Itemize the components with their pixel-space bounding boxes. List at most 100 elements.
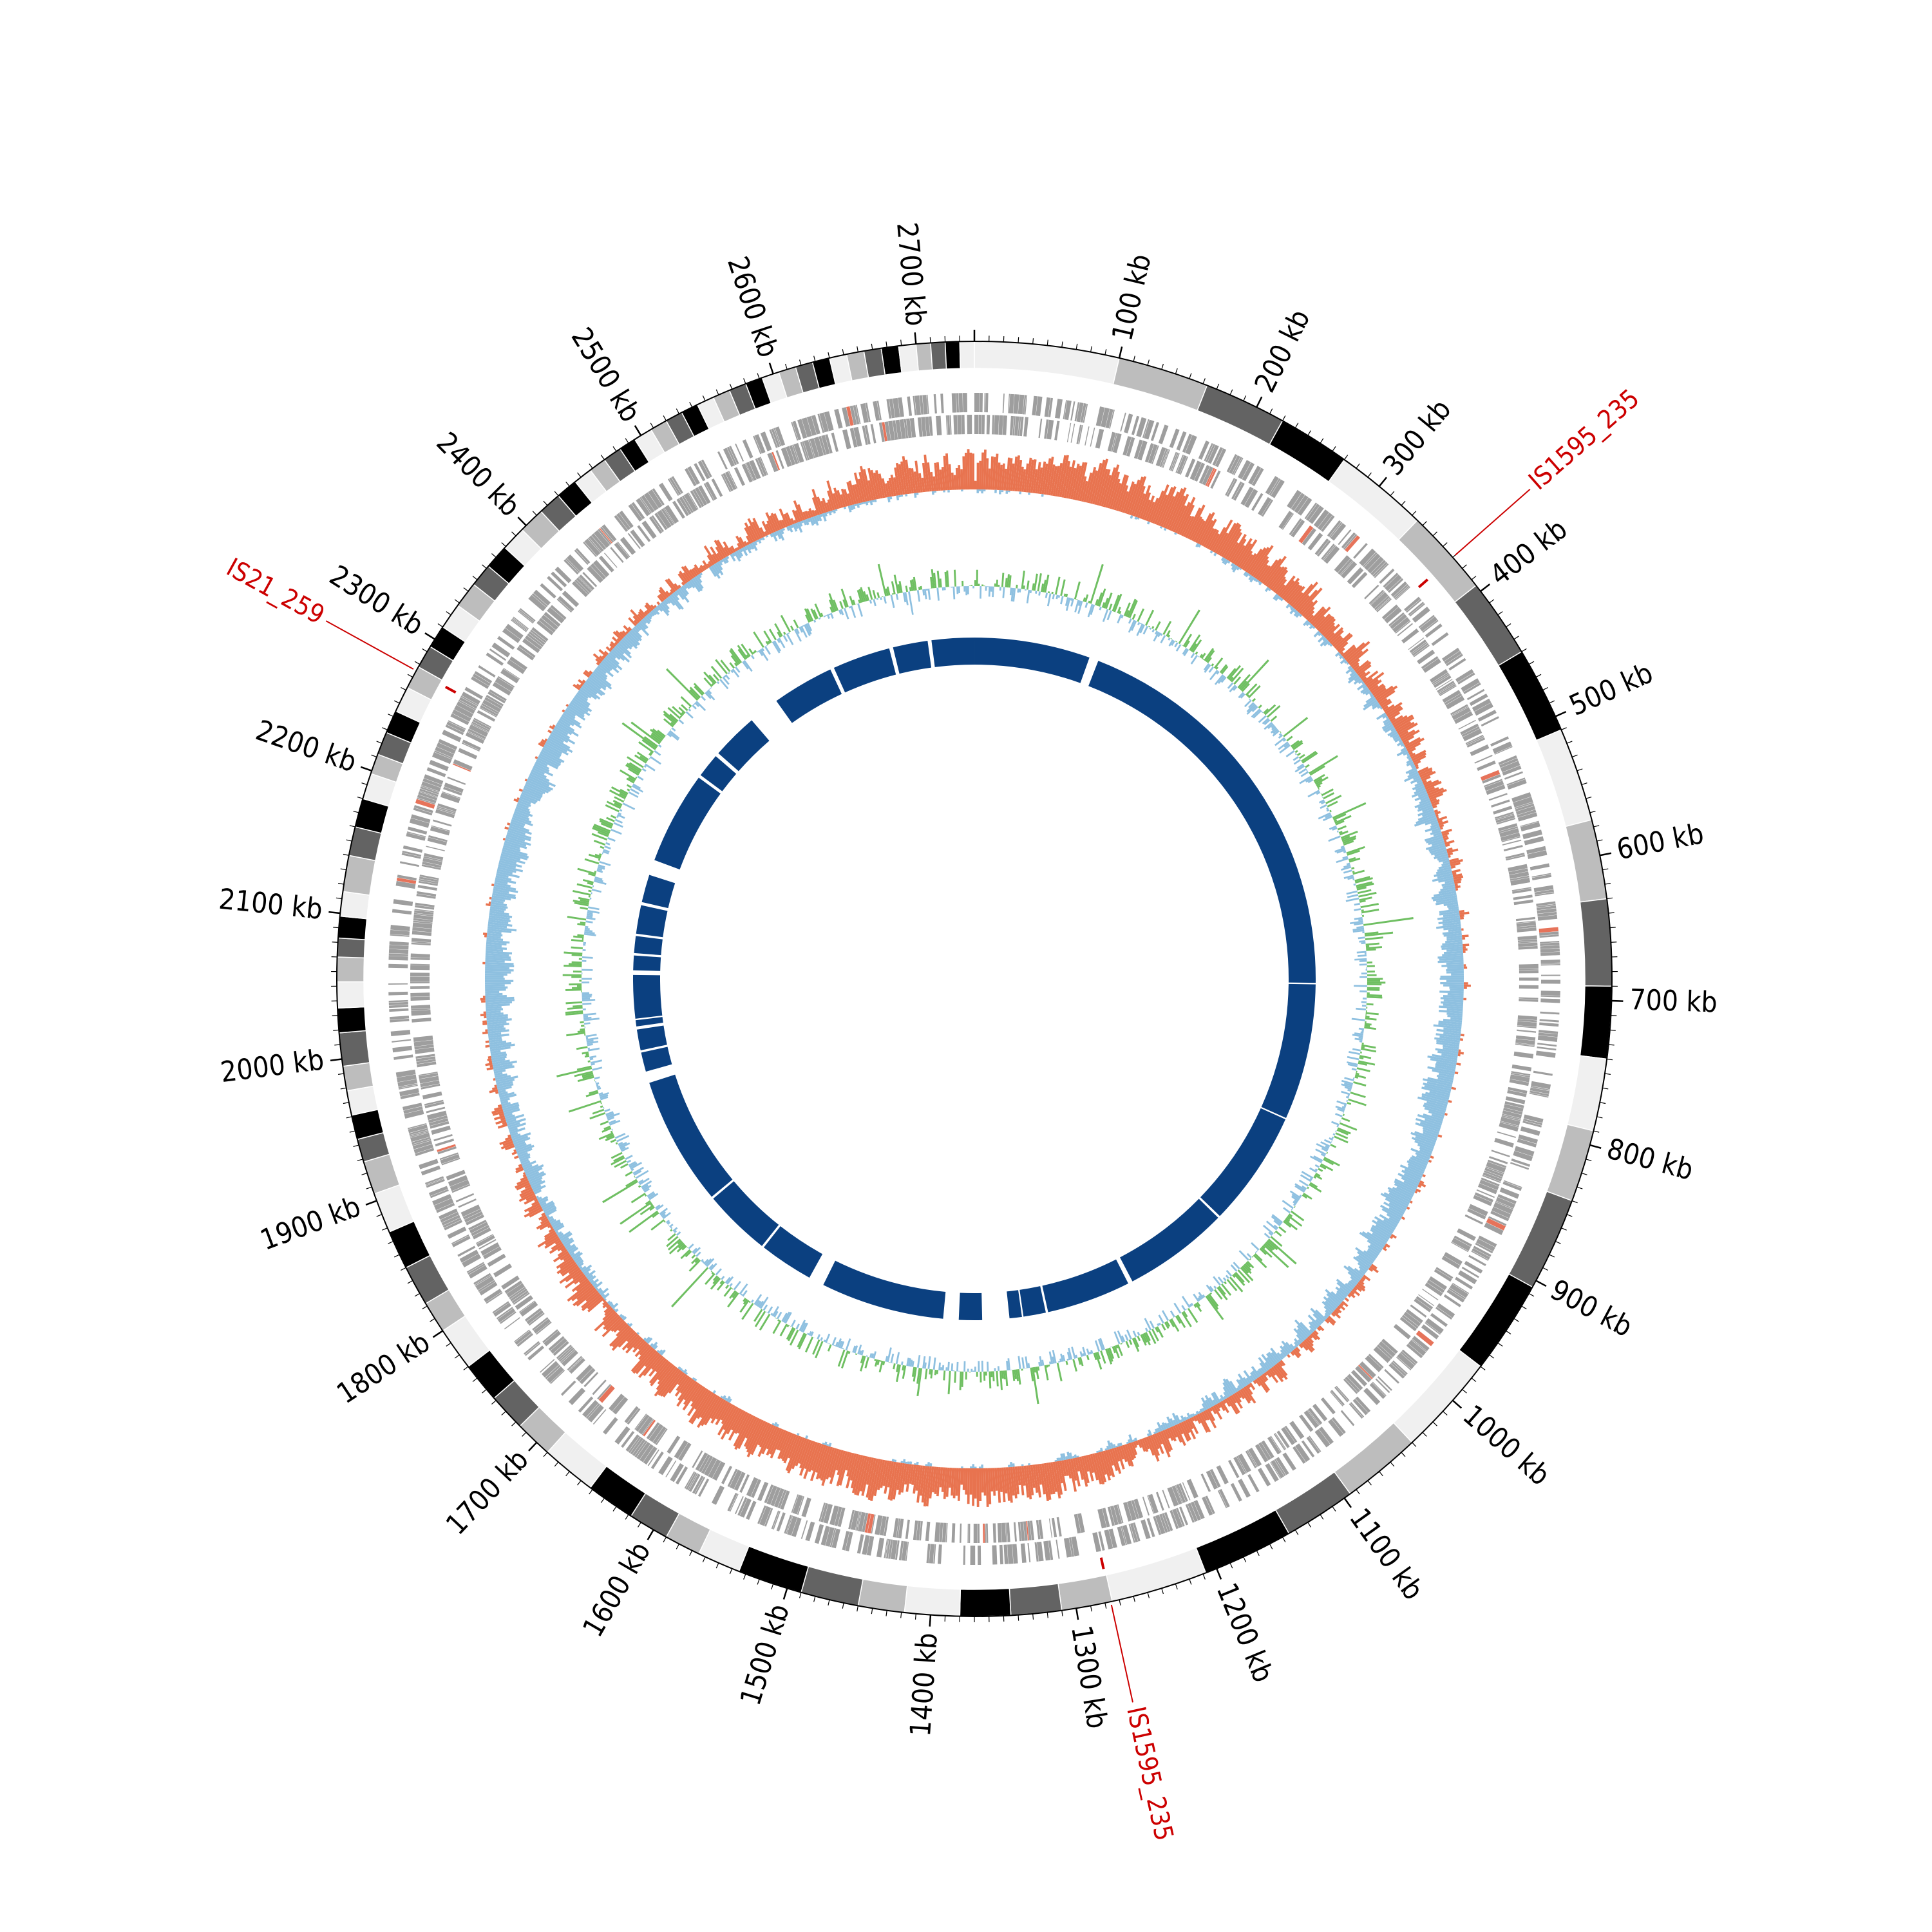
gc-skew-bar-positive [1213, 1289, 1223, 1300]
cds-feature [1388, 578, 1404, 593]
cds-feature [865, 402, 871, 422]
gc-content-bar-above [1446, 848, 1459, 854]
cds-feature [909, 418, 916, 438]
gc-skew-bar-negative [1157, 632, 1161, 638]
cds-feature [424, 1101, 444, 1108]
position-tick-label: 900 kb [1545, 1273, 1638, 1343]
cds-feature [735, 1496, 744, 1515]
minor-tick [771, 1584, 774, 1590]
gc-content-bar-below [790, 524, 794, 529]
gc-content-bar-above [802, 511, 808, 520]
cds-feature [430, 826, 450, 836]
gc-content-bar-below [579, 688, 592, 699]
gc-content-bar-below [1441, 882, 1455, 887]
gc-skew-bar-positive [1333, 813, 1347, 821]
cds-feature [814, 1524, 824, 1544]
gc-content-bar-above [1017, 459, 1023, 492]
gc-content-bar-below [643, 1337, 647, 1341]
gc-content-bar-above [1148, 1435, 1160, 1462]
gc-content-bar-above [1162, 491, 1180, 528]
contig-block [1579, 898, 1613, 987]
gc-skew-bar-negative [1077, 600, 1081, 607]
gc-content-bar-below [650, 611, 656, 616]
cds-feature [439, 1208, 458, 1220]
cds-feature [1515, 803, 1535, 812]
gc-skew-bar-positive [582, 938, 584, 940]
gc-content-bar-below [947, 489, 950, 493]
gc-content-bar-above [659, 587, 669, 598]
gc-skew-bar-negative [586, 916, 596, 920]
cds-feature [1261, 1440, 1274, 1459]
gc-content-bar-above [1273, 576, 1286, 592]
gc-content-bar-below [1446, 937, 1463, 941]
cds-feature [913, 1520, 918, 1540]
gc-content-bar-below [1305, 621, 1311, 627]
gc-skew-bar-positive [578, 958, 582, 960]
gc-content-bar-below [685, 583, 690, 589]
gc-content-bar-below [1435, 899, 1458, 905]
gc-content-bar-below [522, 1160, 536, 1168]
gc-content-bar-below [1160, 1425, 1165, 1431]
gc-content-bar-below [486, 1006, 502, 1010]
cds-feature [1374, 563, 1389, 578]
minor-tick [729, 383, 733, 390]
contig-block [738, 1545, 810, 1593]
gc-skew-bar-negative [952, 1370, 955, 1372]
gc-content-bar-below [614, 645, 625, 655]
gc-skew-bar-negative [1273, 728, 1279, 734]
gc-content-bar-above [583, 671, 591, 678]
gc-content-bar-below [1450, 1017, 1463, 1021]
gc-skew-bar-positive [1101, 601, 1106, 608]
gc-skew-bar-positive [680, 1249, 691, 1260]
gc-content-bar-below [1386, 1213, 1401, 1222]
position-tick-label: 1800 kb [331, 1326, 436, 1411]
gc-content-bar-above [482, 961, 486, 965]
cds-feature [584, 538, 601, 556]
gc-content-bar-below [495, 1073, 507, 1079]
cds-feature [1126, 437, 1135, 457]
gc-content-bar-below [584, 1271, 590, 1277]
gc-content-bar-above [484, 934, 488, 938]
cds-feature [1486, 1162, 1506, 1173]
gc-content-bar-above [1133, 486, 1146, 517]
gc-content-bar-above [544, 738, 548, 742]
gc-content-bar-below [520, 1159, 529, 1164]
gc-content-bar-below [976, 489, 979, 493]
gc-skew-bar-positive [1351, 867, 1355, 870]
minor-tick [813, 1596, 816, 1602]
gc-content-bar-above [688, 1390, 711, 1423]
minor-tick [612, 1506, 617, 1511]
gc-skew-bar-positive [1339, 830, 1349, 836]
gc-content-bar-below [1388, 1207, 1404, 1217]
minor-tick [1549, 700, 1555, 704]
gc-content-bar-above [922, 462, 927, 492]
gc-skew-bar-negative [833, 1345, 836, 1347]
gc-content-bar-above [833, 488, 842, 509]
gc-skew-bar-negative [1331, 1121, 1340, 1126]
cds-feature [1066, 422, 1072, 442]
gc-content-bar-above [585, 1290, 599, 1302]
minor-tick [472, 1378, 478, 1382]
gc-skew-bar-negative [1106, 610, 1112, 621]
gc-content-bar-above [960, 469, 963, 490]
gc-content-bar-below [492, 1059, 510, 1065]
gc-content-bar-below [653, 1345, 658, 1350]
cds-feature [421, 1165, 440, 1176]
gc-skew-bar-positive [1090, 564, 1104, 604]
gc-content-bar-below [1417, 802, 1432, 810]
gc-content-bar-below [549, 733, 564, 743]
gc-skew-bar-negative [852, 1345, 857, 1353]
gc-content-bar-below [1163, 527, 1167, 531]
minor-tick [1497, 611, 1503, 616]
minor-tick [501, 1410, 506, 1416]
gc-content-bar-above [1236, 1391, 1242, 1399]
gc-content-bar-above [858, 471, 868, 502]
gc-content-bar-below [498, 1089, 506, 1094]
gc-content-bar-above [870, 1459, 881, 1501]
gc-content-bar-below [1318, 632, 1322, 636]
cds-feature [1144, 443, 1154, 463]
gc-skew-bar-positive [573, 935, 584, 939]
gc-content-bar-above [1287, 1354, 1291, 1358]
gc-content-bar-below [619, 1314, 623, 1318]
gc-skew-bar-negative [1344, 1086, 1352, 1090]
